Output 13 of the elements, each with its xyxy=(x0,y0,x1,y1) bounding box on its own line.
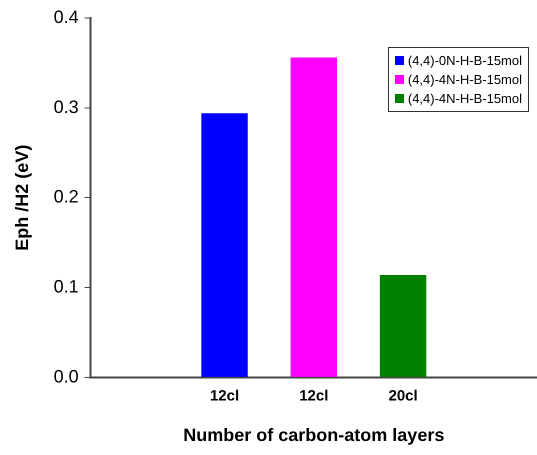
x-axis-title: Number of carbon-atom layers xyxy=(183,425,444,446)
y-tick-label: 0.1 xyxy=(54,276,79,297)
x-tick-label: 20cl xyxy=(388,388,418,405)
legend-label: (4,4)-4N-H-B-15mol xyxy=(408,90,522,108)
y-tick-label: 0.4 xyxy=(54,6,79,27)
legend-label: (4,4)-4N-H-B-15mol xyxy=(408,71,522,89)
y-tick-label: 0.2 xyxy=(54,186,79,207)
x-tick-label: 12cl xyxy=(210,388,240,405)
y-tick-label: 0.3 xyxy=(54,96,79,117)
y-tick-label: 0.0 xyxy=(54,366,79,386)
x-tick-label: 12cl xyxy=(299,388,328,405)
legend-label: (4,4)-0N-H-B-15mol xyxy=(408,52,522,70)
y-axis-title: Eph /H2 (eV) xyxy=(12,144,32,251)
